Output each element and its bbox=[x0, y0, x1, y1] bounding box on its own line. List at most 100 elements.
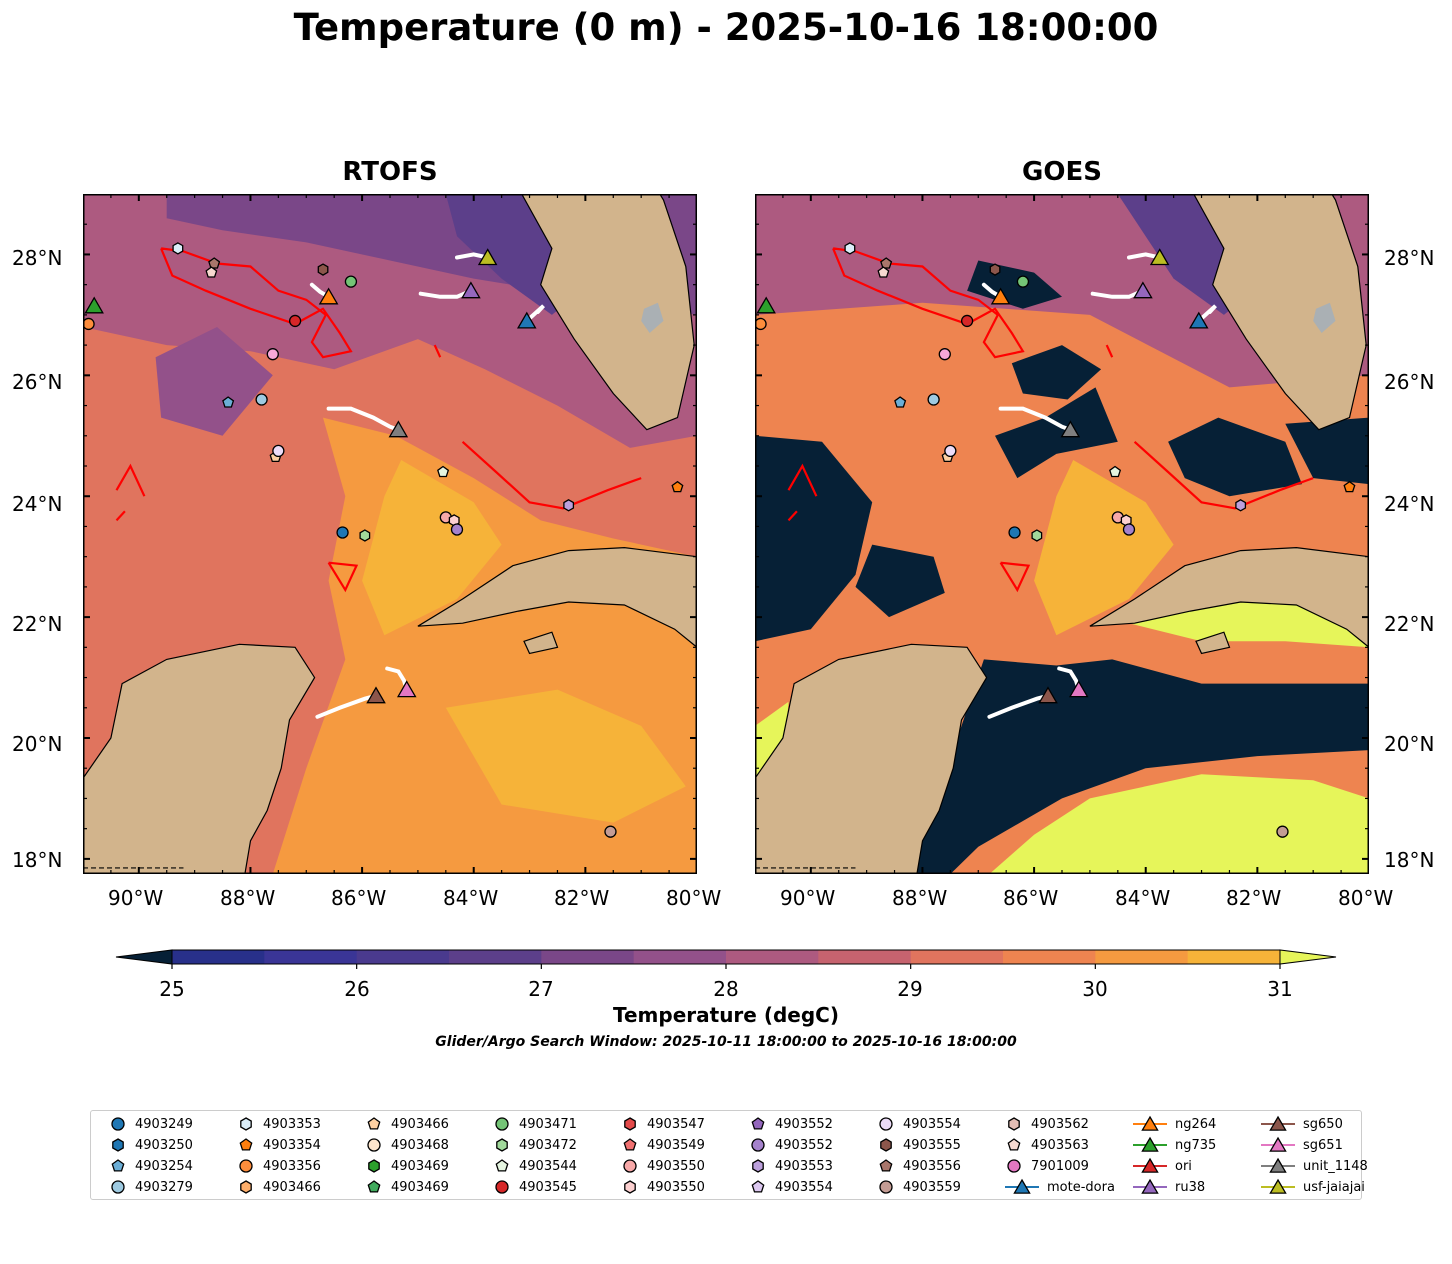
legend-entry: sg651 bbox=[1261, 1135, 1343, 1155]
float-marker-4903279 bbox=[927, 393, 940, 406]
legend-label: 4903469 bbox=[391, 1158, 449, 1174]
legend-label: 4903555 bbox=[903, 1137, 961, 1153]
legend-label: 4903469 bbox=[391, 1179, 449, 1195]
float-marker-4903559 bbox=[604, 825, 617, 838]
legend-symbol bbox=[1261, 1178, 1295, 1194]
lat-tick-label: 28°N bbox=[1384, 246, 1435, 270]
legend-label: 4903356 bbox=[263, 1158, 321, 1174]
landmass-yucatan bbox=[83, 643, 316, 874]
loop-current-region bbox=[1034, 460, 1174, 636]
legend-entry: 4903555 bbox=[877, 1135, 961, 1155]
legend-entry: 4903547 bbox=[621, 1114, 705, 1134]
legend-marker bbox=[239, 1138, 253, 1151]
legend-symbol bbox=[1005, 1178, 1039, 1194]
float-marker-4903554 bbox=[944, 444, 957, 458]
very-warm-water bbox=[989, 774, 1369, 874]
float-marker-4903353 bbox=[172, 242, 184, 255]
legend-marker bbox=[239, 1159, 253, 1173]
legend-symbol bbox=[495, 1117, 509, 1131]
colorbar-tick-label: 27 bbox=[528, 977, 554, 1001]
legend-marker bbox=[1007, 1159, 1021, 1173]
legend-label: 4903553 bbox=[775, 1158, 833, 1174]
legend-symbol bbox=[880, 1138, 892, 1152]
legend-marker bbox=[1269, 1178, 1287, 1194]
legend-label: 4903554 bbox=[903, 1116, 961, 1132]
legend-entry: 4903249 bbox=[109, 1114, 193, 1134]
contour-layer bbox=[787, 247, 1314, 593]
legend-symbol bbox=[623, 1159, 637, 1173]
lat-tick-label: 22°N bbox=[12, 612, 63, 636]
legend-entry: 4903550 bbox=[621, 1177, 705, 1197]
legend-marker bbox=[624, 1117, 636, 1131]
lake-okeechobee bbox=[641, 302, 664, 333]
legend-symbol bbox=[111, 1159, 125, 1172]
landmass-yucatan bbox=[755, 643, 988, 874]
colorbar-segment bbox=[818, 950, 912, 964]
land-layer bbox=[83, 194, 697, 874]
lon-tick-label: 82°W bbox=[554, 886, 610, 910]
legend-marker bbox=[751, 1180, 765, 1193]
lon-tick-label: 80°W bbox=[1338, 886, 1394, 910]
legend-symbol bbox=[879, 1117, 893, 1131]
float-marker-7901009 bbox=[266, 348, 279, 361]
legend-marker bbox=[1141, 1136, 1159, 1152]
legend-marker bbox=[368, 1159, 380, 1173]
legend-entry: 4903552 bbox=[749, 1135, 833, 1155]
lat-tick-label: 28°N bbox=[12, 246, 63, 270]
legend-label: 4903559 bbox=[903, 1179, 961, 1195]
cloud-mask bbox=[1011, 345, 1102, 400]
legend-symbol bbox=[1261, 1157, 1295, 1173]
legend-symbol bbox=[495, 1159, 509, 1172]
legend-entry: 4903356 bbox=[237, 1156, 321, 1176]
legend-entry: 4903354 bbox=[237, 1135, 321, 1155]
legend-label: sg651 bbox=[1303, 1137, 1343, 1153]
glider-marker-mote-dora bbox=[516, 311, 537, 329]
landmass-isla-de-la-juventud bbox=[523, 631, 559, 655]
legend-marker bbox=[495, 1159, 509, 1172]
legend-marker bbox=[752, 1159, 764, 1173]
legend-entry: 4903552 bbox=[749, 1114, 833, 1134]
float-marker-4903556 bbox=[880, 257, 893, 269]
legend-marker bbox=[624, 1180, 636, 1194]
float-marker-4903279 bbox=[255, 393, 268, 406]
cloud-mask bbox=[1285, 417, 1369, 485]
legend-label: 4903552 bbox=[775, 1137, 833, 1153]
glider-marker-sg651 bbox=[396, 680, 417, 698]
legend-label: 4903554 bbox=[775, 1179, 833, 1195]
lon-tick-label: 90°W bbox=[780, 886, 836, 910]
temperature-contour bbox=[115, 510, 126, 522]
cloud-mask bbox=[995, 387, 1118, 479]
search-window-caption: Glider/Argo Search Window: 2025-10-11 18… bbox=[435, 1034, 1017, 1050]
land-layer bbox=[755, 194, 1369, 874]
legend-marker bbox=[240, 1180, 252, 1194]
legend-label: 4903354 bbox=[263, 1137, 321, 1153]
legend-marker bbox=[623, 1138, 637, 1151]
legend-marker bbox=[111, 1159, 125, 1172]
glider-marker-ng264 bbox=[318, 287, 339, 305]
float-marker-4903471 bbox=[1016, 275, 1030, 288]
glider-marker-unit_1148 bbox=[388, 420, 409, 438]
cloud-mask bbox=[1168, 417, 1302, 497]
legend-entry: mote-dora bbox=[1005, 1177, 1115, 1197]
legend-label: usf-jaiajai bbox=[1303, 1179, 1365, 1195]
legend-marker bbox=[367, 1180, 381, 1193]
legend-symbol bbox=[624, 1180, 636, 1194]
legend-label: 4903562 bbox=[1031, 1116, 1089, 1132]
legend-symbol bbox=[751, 1117, 765, 1130]
colorbar-tick-label: 28 bbox=[713, 977, 739, 1001]
legend-symbol bbox=[1261, 1115, 1295, 1131]
colorbar-tick-label: 26 bbox=[344, 977, 370, 1001]
float-marker-4903555 bbox=[989, 263, 1001, 276]
legend-label: 4903279 bbox=[135, 1179, 193, 1195]
colorbar-segment bbox=[172, 950, 265, 964]
legend-marker bbox=[1269, 1157, 1287, 1173]
legend-symbol bbox=[752, 1159, 764, 1173]
temperature-contour bbox=[787, 463, 818, 497]
legend-marker bbox=[879, 1159, 893, 1172]
legend-symbol bbox=[1008, 1117, 1020, 1131]
legend-marker bbox=[1008, 1117, 1020, 1131]
legend-label: 4903549 bbox=[647, 1137, 705, 1153]
lon-tick-label: 80°W bbox=[666, 886, 722, 910]
float-marker-7901009 bbox=[938, 348, 951, 361]
legend-marker bbox=[1269, 1136, 1287, 1152]
